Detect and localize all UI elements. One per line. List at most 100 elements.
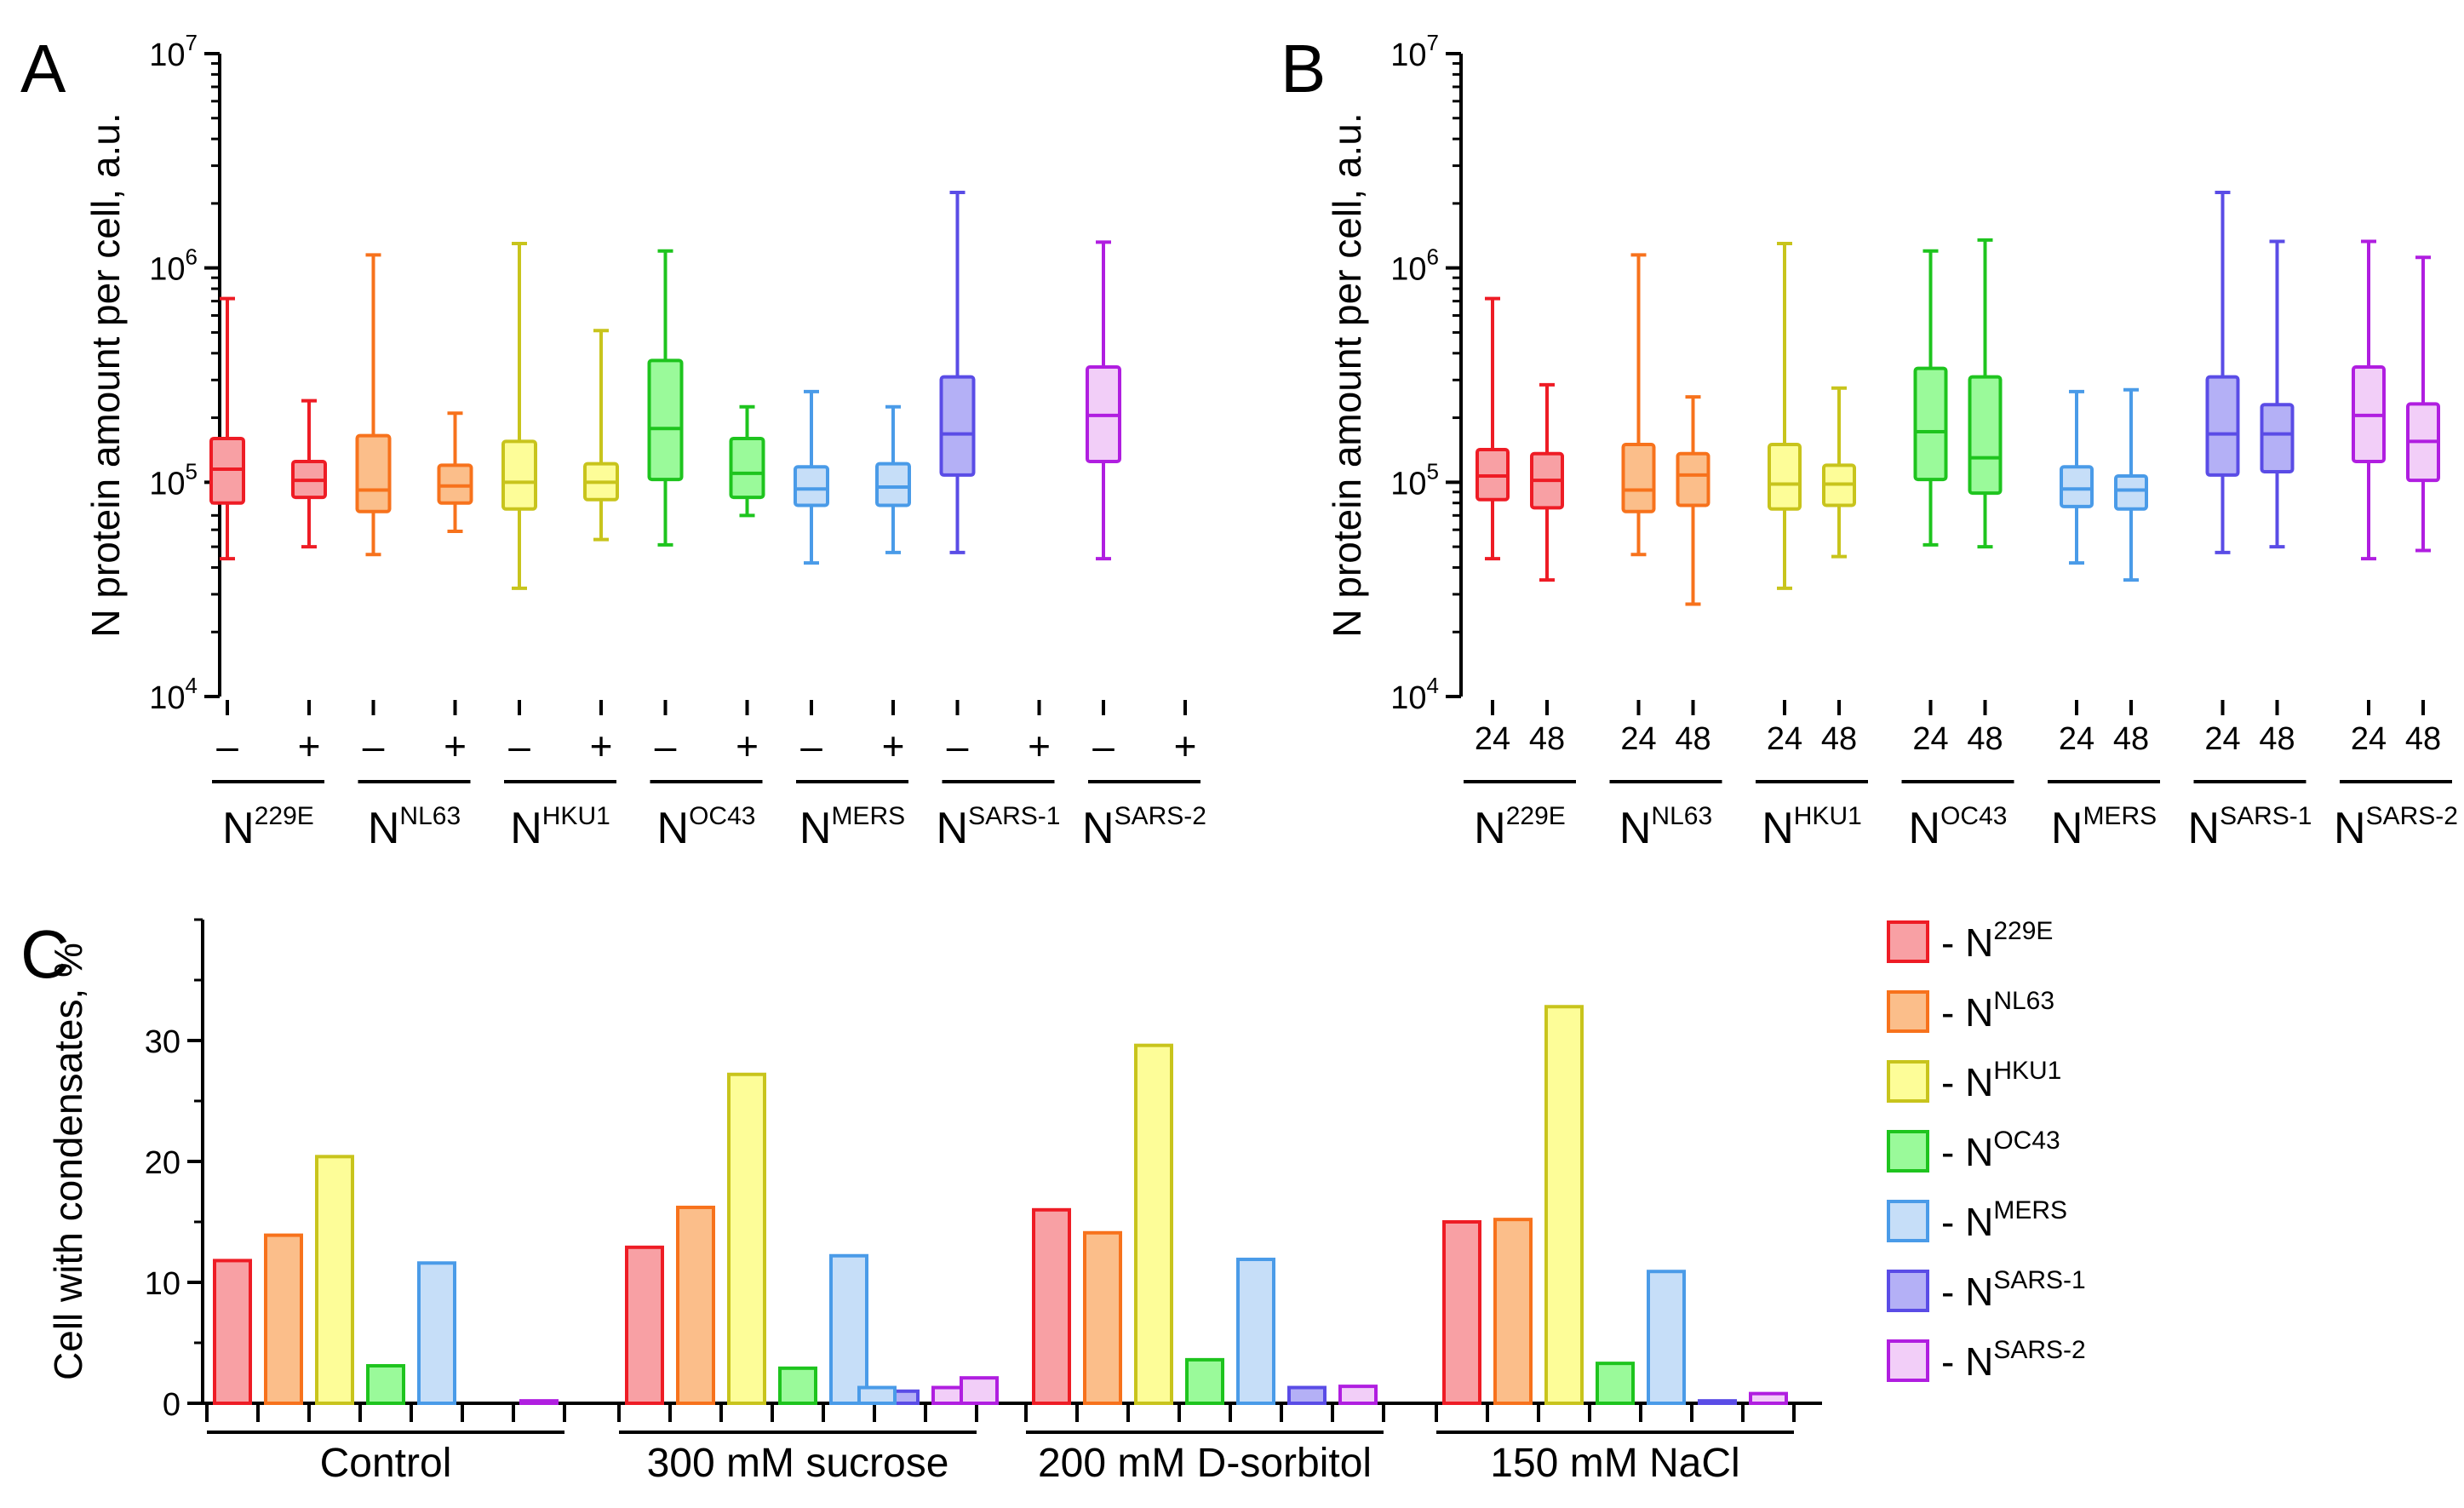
bar-nhku1 [727,1072,766,1405]
legend-sup: MERS [1993,1196,2067,1224]
group-label-n229e-base: N [222,804,255,853]
bar-nsars1 [1698,1399,1737,1406]
box-iqr [355,433,392,513]
box-n229e-b [291,399,327,549]
legend-swatch [1887,1130,1929,1173]
group-label-nsars2-sup: SARS-2 [2366,802,2458,830]
legend-item-n229e: - N229E [1887,917,2053,965]
group-label-nsars1-sup: SARS-1 [2220,802,2312,830]
y-tick-exp: 5 [1427,458,1439,484]
bar-noc43 [778,1366,817,1405]
legend-sup: NL63 [1993,987,2054,1015]
legend-item-nsars2: - NSARS-2 [1887,1336,2086,1384]
y-tick-exp: 5 [186,458,198,484]
y-axis-title: N protein amount per cell, a.u. [1325,112,1369,637]
y-tick-label: 30 [145,1024,181,1060]
legend-sup: SARS-1 [1993,1266,2085,1294]
y-tick-exp: 4 [186,673,198,698]
y-tick-base: 10 [149,680,185,716]
box-iqr [939,375,976,477]
box-iqr [729,436,765,500]
bar-nnl63 [1493,1218,1533,1406]
y-tick-exp: 6 [1427,244,1439,270]
group-label-nsars1-base: N [2188,804,2220,853]
group-label-n229e: N229E [1474,802,1566,853]
group-label-nhku1: NHKU1 [510,802,610,853]
bar-extra-nmers [857,1385,897,1406]
bar-noc43 [1185,1357,1224,1406]
bar-nmers [1647,1270,1686,1405]
x-sub-label: + [1174,724,1197,768]
x-sub-label: + [736,724,759,768]
legend-swatch [1887,1270,1929,1312]
category-label: 200 mM D-sorbitol [1038,1441,1372,1486]
legend-swatch [1887,1060,1929,1103]
group-label-n229e-sup: 229E [255,802,314,830]
group-label-n229e-base: N [1474,804,1506,853]
group-label-nsars1: NSARS-1 [937,802,1061,853]
group-label-nsars2-base: N [2334,804,2366,853]
group-label-nnl63-base: N [1619,804,1652,853]
bar-nhku1 [315,1155,354,1405]
legend-sup: SARS-2 [1993,1336,2085,1364]
panel-c-legend: - N229E- NNL63- NHKU1- NOC43- NMERS- NSA… [1887,917,2086,1384]
y-tick-base: 10 [149,252,185,288]
x-sub-label: + [444,724,467,768]
box-iqr [647,358,684,482]
x-sub-label: 48 [2405,721,2441,757]
y-tick-label: 20 [145,1145,181,1181]
group-label-nnl63-sup: NL63 [1651,802,1712,830]
x-sub-label: 48 [1529,721,1565,757]
y-tick-label: 105 [149,458,198,502]
y-tick-base: 10 [1390,252,1426,288]
bar-n229e [1442,1220,1481,1405]
box-iqr [1968,375,2003,496]
legend-prefix: - N [1941,1130,1993,1174]
panel-letter-a: A [20,31,66,106]
box-nsars2-a [1086,240,1121,561]
box-nmers-a [794,389,829,565]
y-tick-label: 104 [1390,673,1439,716]
box-iqr [1621,443,1656,513]
y-tick-label: 0 [163,1387,181,1423]
group-label-nmers: NMERS [799,802,905,853]
x-sub-label: + [590,724,613,768]
y-tick-label: 105 [1390,458,1439,502]
y-tick-label: 106 [149,244,198,288]
y-tick-label: 104 [149,673,198,716]
x-sub-label: 48 [1675,721,1710,757]
box-iqr [1768,443,1802,511]
legend-label: - NSARS-2 [1941,1336,2086,1384]
legend-prefix: - N [1941,1270,1993,1314]
box-iqr [2260,403,2295,473]
legend-label: - NOC43 [1941,1127,2060,1174]
legend-item-nhku1: - NHKU1 [1887,1057,2061,1104]
box-nsars1-a [2205,191,2240,554]
legend-sup: HKU1 [1993,1057,2061,1085]
panel-c-bar-chart: 0 10 20 30 Cell with condensates, % Control 30… [46,918,1822,1486]
group-label-nsars2-base: N [1082,804,1115,853]
y-tick-base: 10 [1390,466,1426,502]
group-label-nnl63-base: N [368,804,400,853]
box-iqr [2205,375,2240,477]
box-noc43-a [647,249,684,547]
x-sub-label: + [298,724,321,768]
bar-nhku1 [1134,1043,1173,1406]
group-label-noc43: NOC43 [1909,802,2008,853]
legend-sup: OC43 [1993,1127,2060,1155]
group-label-nnl63: NNL63 [368,802,461,853]
x-sub-label: 24 [2204,721,2240,757]
x-sub-label: 48 [2259,721,2295,757]
group-label-nmers-base: N [799,804,832,853]
bar-nsars1 [1287,1385,1327,1406]
bar-n229e [1032,1207,1071,1406]
x-sub-label: 24 [2351,721,2387,757]
x-sub-label: – [363,724,385,768]
box-nnl63-a [1621,253,1656,557]
legend-label: - N229E [1941,917,2053,965]
bar-nmers [417,1261,456,1406]
legend-prefix: - N [1941,1339,1993,1384]
legend-swatch [1887,920,1929,963]
group-label-noc43-base: N [1909,804,1941,853]
